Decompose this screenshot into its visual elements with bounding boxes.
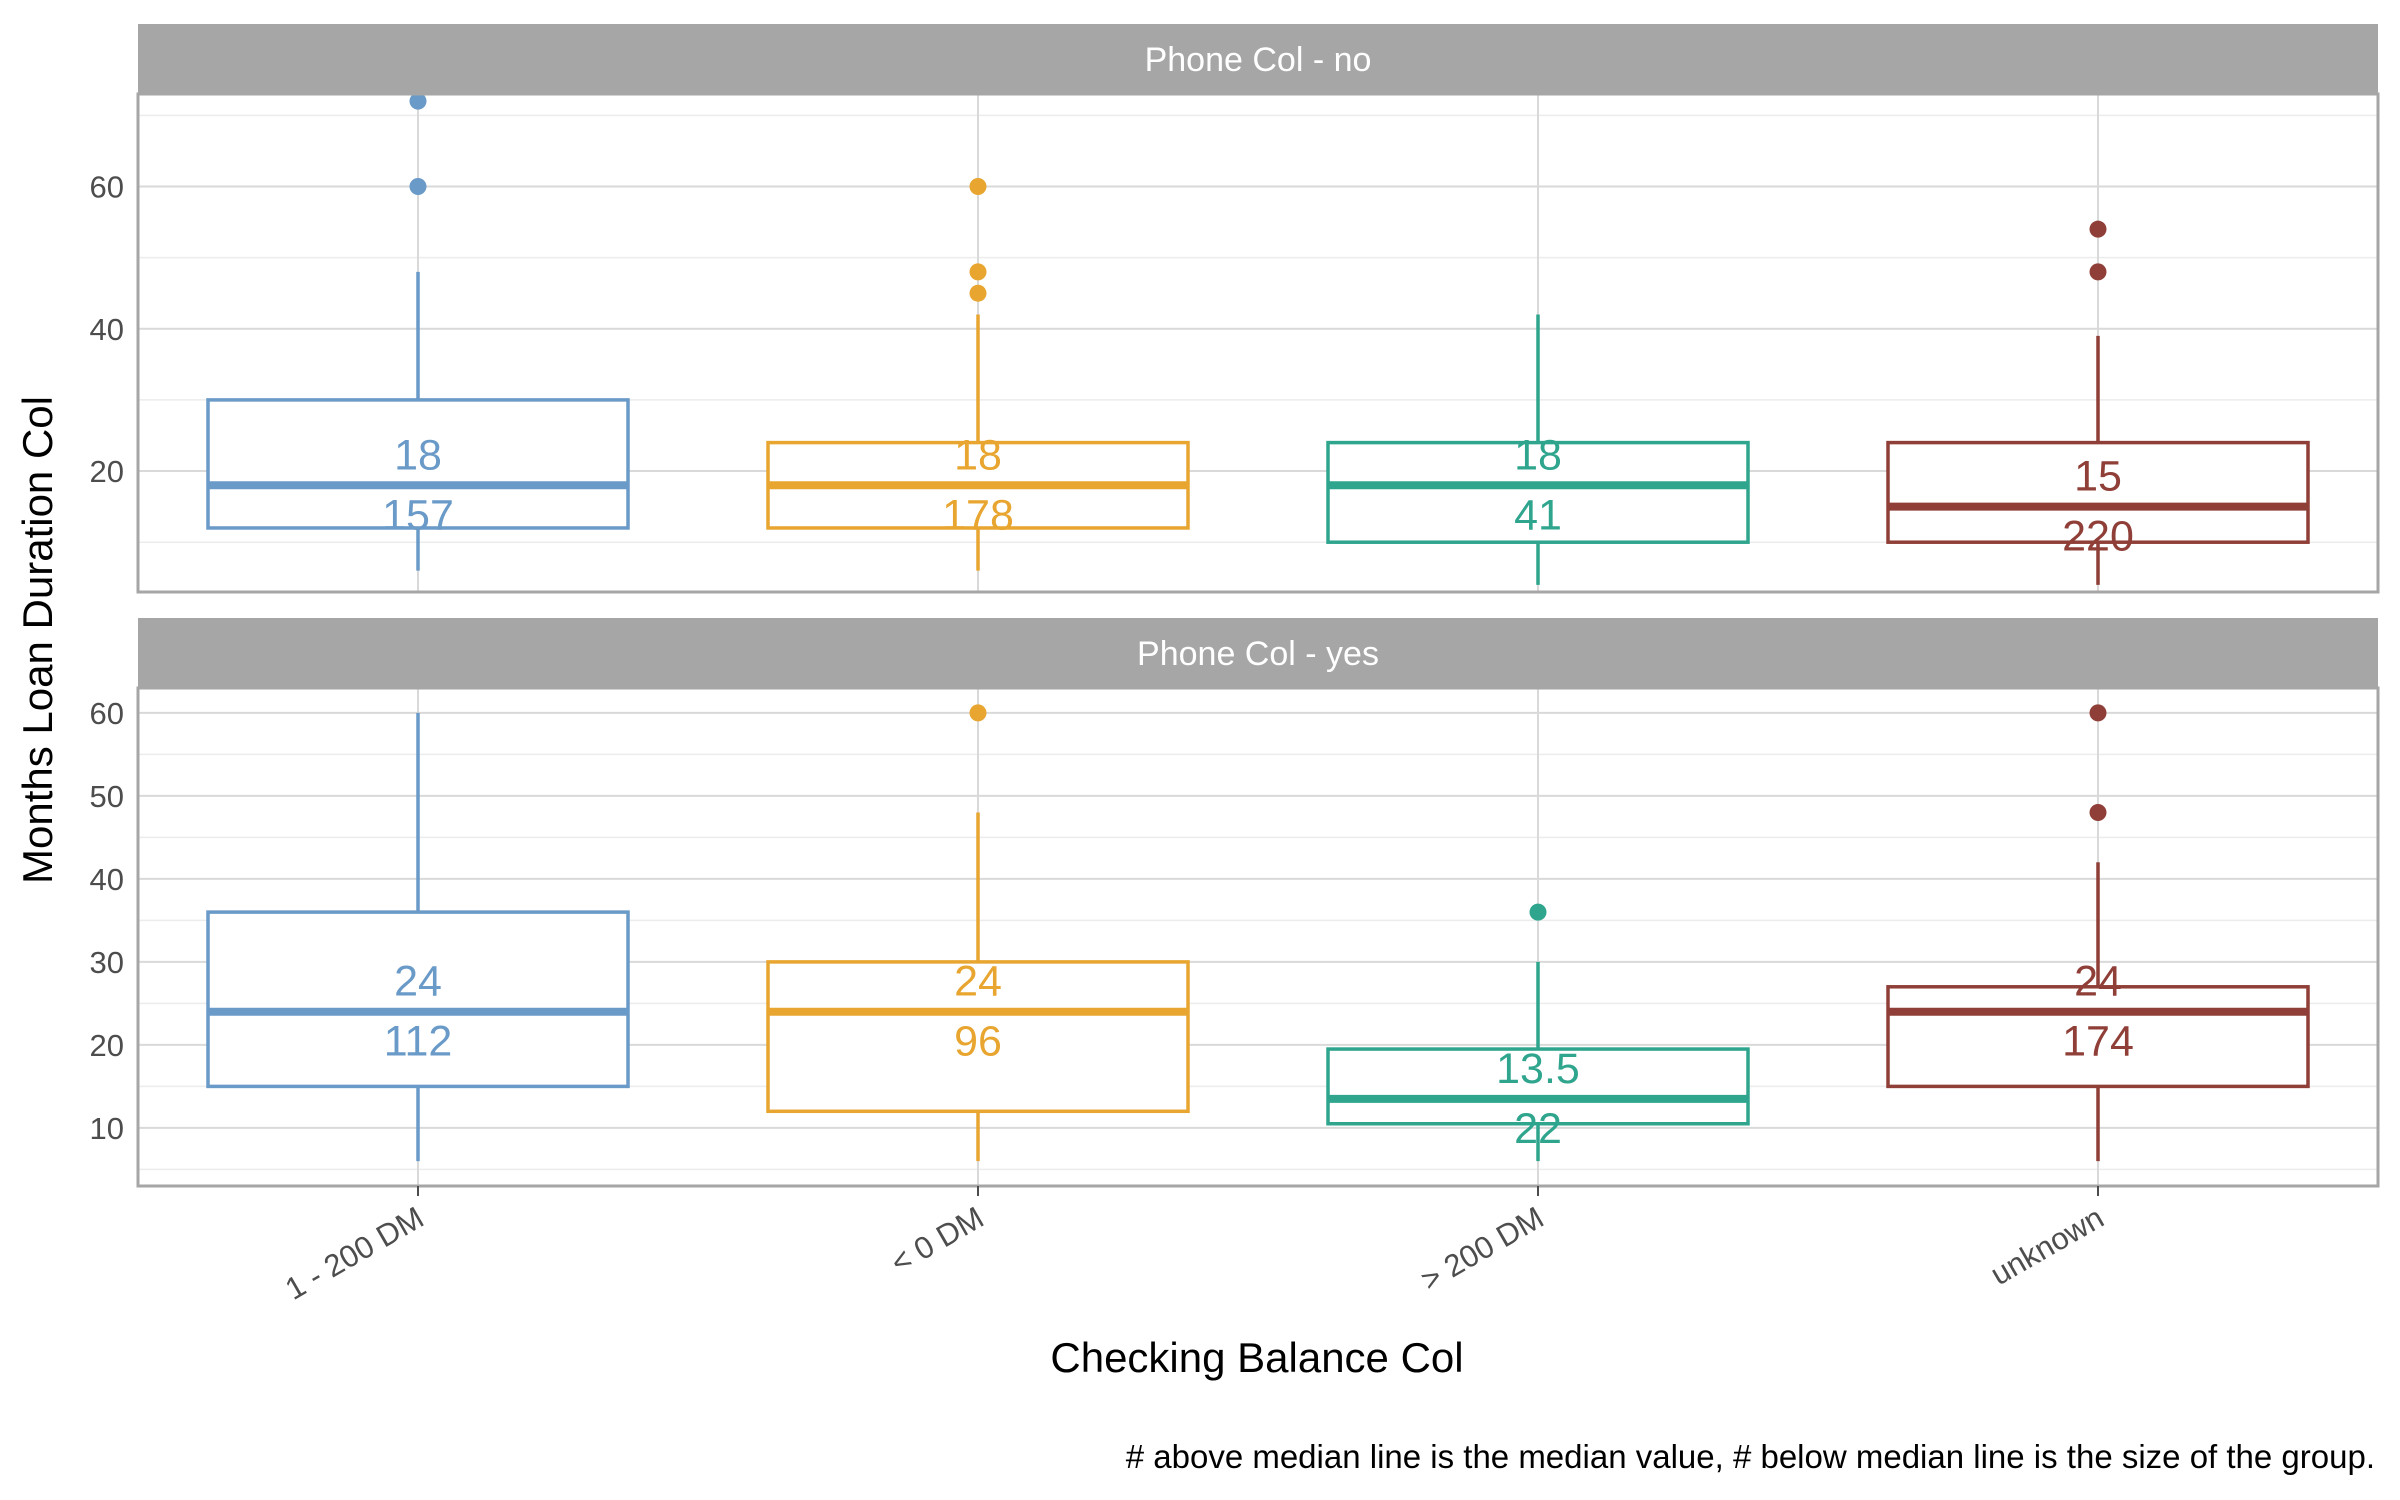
outlier-point	[969, 704, 987, 722]
y-tick-label: 60	[90, 696, 124, 731]
outlier-point	[409, 92, 427, 110]
box-body	[766, 960, 1190, 1114]
outlier-point	[969, 263, 987, 281]
x-tick-label: > 200 DM	[1415, 1200, 1550, 1298]
median-value-label: 15	[2074, 453, 2122, 501]
median-value-label: 13.5	[1496, 1045, 1580, 1093]
y-tick-label: 20	[90, 1028, 124, 1063]
y-tick-label: 40	[90, 312, 124, 347]
y-tick-label: 20	[90, 454, 124, 489]
box-2: 13.5 22	[1326, 903, 1750, 1162]
group-size-label: 22	[1514, 1105, 1562, 1153]
group-size-label: 174	[2062, 1018, 2134, 1066]
median-value-label: 24	[394, 958, 442, 1006]
x-tick-label: 1 - 200 DM	[279, 1200, 429, 1307]
outlier-point	[969, 284, 987, 302]
median-value-label: 18	[954, 431, 1002, 479]
panel-strip	[138, 618, 2378, 688]
median-value-label: 24	[954, 958, 1002, 1006]
outlier-point	[2089, 263, 2107, 281]
chart-caption: # above median line is the median value,…	[1126, 1438, 2375, 1475]
box-body	[1886, 985, 2310, 1089]
box-body	[206, 910, 630, 1089]
x-axis-title: Checking Balance Col	[1050, 1334, 1463, 1381]
outlier-point	[1529, 903, 1547, 921]
box-body	[1326, 1047, 1750, 1126]
group-size-label: 96	[954, 1018, 1002, 1066]
panel-border	[136, 686, 2380, 1188]
y-tick-label: 10	[90, 1111, 124, 1146]
x-axis: 1 - 200 DM < 0 DM > 200 DM unknown	[279, 1186, 2110, 1307]
y-tick-label: 50	[90, 779, 124, 814]
panel-border	[136, 92, 2380, 594]
x-tick-label: unknown	[1985, 1200, 2110, 1292]
y-tick-label: 30	[90, 945, 124, 980]
group-size-label: 112	[384, 1018, 453, 1066]
group-size-label: 157	[382, 491, 454, 539]
outlier-point	[2089, 804, 2107, 821]
box-body	[1886, 440, 2310, 544]
panels: Phone Col - no2040601815718178184115220P…	[90, 24, 2380, 1188]
outlier-point	[409, 177, 427, 195]
median-value-label: 18	[1514, 431, 1562, 479]
median-value-label: 24	[2074, 958, 2122, 1006]
y-tick-label: 60	[90, 169, 124, 204]
box-body	[206, 398, 630, 530]
median-value-label: 18	[394, 431, 442, 479]
box-body	[1326, 440, 1750, 544]
panel-strip-title: Phone Col - no	[1145, 41, 1372, 79]
panel-2: Phone Col - yes10203040506024112249613.5…	[90, 618, 2380, 1188]
y-axis-title: Months Loan Duration Col	[14, 396, 61, 884]
outlier-point	[2089, 220, 2107, 238]
outlier-point	[969, 177, 987, 195]
panel-strip-title: Phone Col - yes	[1137, 635, 1379, 673]
x-tick-label: < 0 DM	[885, 1200, 990, 1281]
group-size-label: 220	[2062, 513, 2134, 561]
group-size-label: 41	[1514, 491, 1562, 539]
outlier-point	[2089, 704, 2107, 722]
panel-strip	[138, 24, 2378, 94]
y-tick-label: 40	[90, 862, 124, 897]
group-size-label: 178	[942, 491, 1014, 539]
